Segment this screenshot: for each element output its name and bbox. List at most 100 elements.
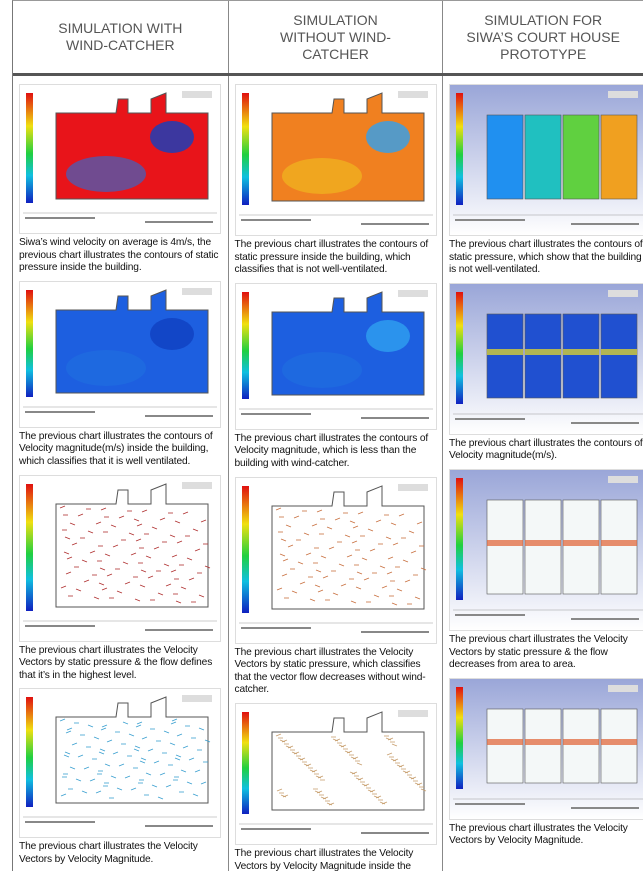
logo — [398, 91, 428, 98]
flow-band — [525, 739, 561, 745]
caption-line — [571, 223, 639, 225]
document: SIMULATION WITH WIND-CATCHER SIMULATION … — [12, 0, 643, 871]
simulation-image — [449, 283, 643, 435]
description: The previous chart illustrates the Veloc… — [235, 647, 439, 697]
flow-band — [487, 540, 523, 546]
contour-zone — [150, 121, 194, 153]
color-bar — [456, 93, 463, 205]
column: Siwa’s wind velocity on average is 4m/s,… — [13, 76, 229, 871]
room — [601, 115, 637, 199]
caption-line — [241, 219, 311, 221]
simulation-image — [235, 84, 437, 236]
flow-band — [525, 540, 561, 546]
caption-line — [455, 219, 525, 221]
caption-line — [455, 803, 525, 805]
logo — [608, 91, 638, 98]
contour-zone — [366, 320, 410, 352]
contour-zone — [150, 318, 194, 350]
panel: The previous chart illustrates the conto… — [235, 84, 439, 283]
flow-band — [563, 349, 599, 355]
logo — [182, 288, 212, 295]
contour-zone — [66, 156, 146, 192]
caption-line — [145, 629, 213, 631]
room — [525, 709, 561, 783]
flow-band — [601, 349, 637, 355]
caption-line — [241, 828, 311, 830]
color-bar — [456, 478, 463, 600]
logo — [182, 91, 212, 98]
panel: The previous chart illustrates the conto… — [449, 283, 643, 469]
simulation-image — [449, 469, 643, 631]
flow-band — [487, 739, 523, 745]
caption-line — [455, 614, 525, 616]
column: The previous chart illustrates the conto… — [229, 76, 444, 871]
description: The previous chart illustrates the conto… — [235, 433, 439, 471]
caption-line — [241, 413, 311, 415]
caption-line — [25, 411, 95, 413]
caption-line — [25, 625, 95, 627]
panel: The previous chart illustrates the conto… — [235, 283, 439, 477]
simulation-image — [19, 688, 221, 838]
caption-line — [145, 221, 213, 223]
contour-zone — [66, 350, 146, 386]
panel: The previous chart illustrates the conto… — [19, 281, 224, 475]
color-bar — [242, 292, 249, 399]
flow-band — [601, 540, 637, 546]
simulation-image — [19, 281, 221, 428]
simulation-image — [449, 678, 643, 820]
simulation-image — [235, 283, 437, 430]
logo — [182, 695, 212, 702]
caption-line — [145, 415, 213, 417]
room — [601, 314, 637, 398]
simulation-image — [449, 84, 643, 236]
logo — [182, 482, 212, 489]
color-bar — [242, 486, 249, 613]
flow-band — [525, 349, 561, 355]
contour-zone — [282, 158, 362, 194]
simulation-image — [235, 477, 437, 644]
logo — [608, 290, 638, 297]
caption-line — [361, 417, 429, 419]
logo — [398, 290, 428, 297]
room — [487, 314, 523, 398]
color-bar — [456, 687, 463, 789]
column-header: SIMULATION WITH WIND-CATCHER — [13, 1, 229, 73]
caption-line — [571, 618, 639, 620]
caption-line — [25, 217, 95, 219]
description: The previous chart illustrates the conto… — [235, 239, 439, 277]
room — [563, 115, 599, 199]
description: The previous chart illustrates the Veloc… — [449, 823, 643, 848]
flow-band — [487, 349, 523, 355]
simulation-image — [235, 703, 437, 845]
color-bar — [26, 290, 33, 397]
caption-line — [361, 832, 429, 834]
header-row: SIMULATION WITH WIND-CATCHER SIMULATION … — [13, 1, 643, 76]
description: The previous chart illustrates the Veloc… — [19, 645, 224, 683]
caption-line — [571, 807, 639, 809]
table-body: Siwa’s wind velocity on average is 4m/s,… — [13, 76, 643, 871]
panel: The previous chart illustrates the Veloc… — [235, 703, 439, 871]
caption-line — [361, 631, 429, 633]
caption-line — [361, 223, 429, 225]
caption-line — [25, 821, 95, 823]
flow-band — [601, 739, 637, 745]
column-header: SIMULATION WITHOUT WIND-CATCHER — [229, 1, 444, 73]
contour-zone — [282, 352, 362, 388]
logo — [398, 484, 428, 491]
room — [563, 314, 599, 398]
description: The previous chart illustrates the Veloc… — [19, 841, 224, 866]
panel: The previous chart illustrates the Veloc… — [449, 678, 643, 854]
panel: The previous chart illustrates the conto… — [449, 84, 643, 283]
panel: Siwa’s wind velocity on average is 4m/s,… — [19, 84, 224, 281]
room — [525, 115, 561, 199]
logo — [608, 476, 638, 483]
room — [563, 709, 599, 783]
description: The previous chart illustrates the conto… — [449, 438, 643, 463]
caption-line — [571, 422, 639, 424]
color-bar — [242, 712, 249, 814]
room — [525, 314, 561, 398]
simulation-image — [19, 475, 221, 642]
contour-zone — [366, 121, 410, 153]
caption-line — [145, 825, 213, 827]
caption-line — [455, 418, 525, 420]
